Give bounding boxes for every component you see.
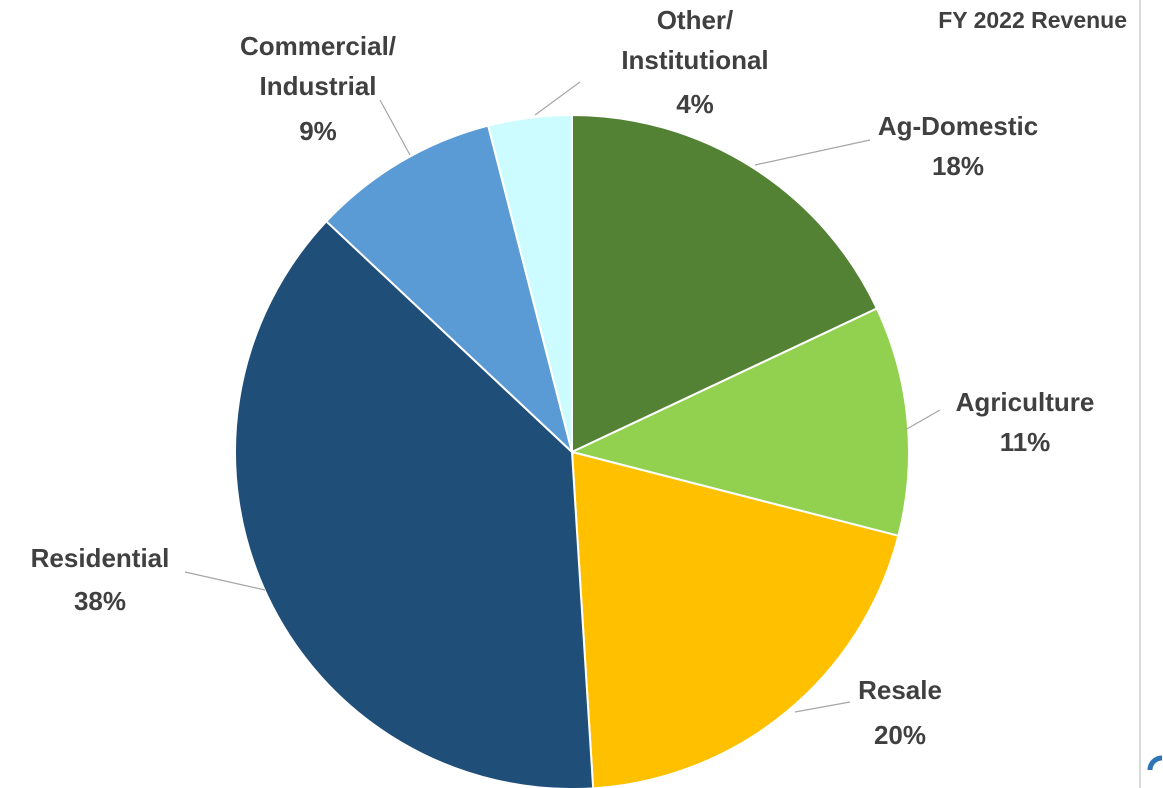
- chart-title: FY 2022 Revenue: [938, 7, 1127, 33]
- value-label: 4%: [676, 89, 714, 119]
- pie-slice: [570, 450, 900, 788]
- value-label: 20%: [874, 720, 926, 750]
- logo-fragment: [1147, 755, 1163, 771]
- leader-line: [534, 81, 581, 116]
- pie-slice: [324, 124, 574, 456]
- pie-slice: [571, 113, 879, 454]
- slice-label: Residential: [31, 543, 170, 573]
- pie-slice: [486, 113, 573, 453]
- pie-slice: [234, 219, 595, 788]
- value-label: 18%: [932, 151, 984, 181]
- leader-line: [794, 701, 851, 713]
- slice-label: Agriculture: [956, 387, 1095, 417]
- pie-slice: [569, 307, 910, 538]
- value-label: 9%: [299, 116, 337, 146]
- value-label: 11%: [1000, 427, 1051, 457]
- slice-label: Ag-Domestic: [878, 111, 1038, 141]
- value-label: 38%: [74, 586, 126, 616]
- leader-line: [904, 409, 941, 431]
- leader-line: [754, 139, 871, 166]
- slice-label: Other/Institutional: [621, 5, 768, 75]
- leader-line: [184, 571, 266, 591]
- leader-line: [379, 99, 411, 156]
- slice-label: Commercial/Industrial: [240, 31, 396, 101]
- slice-label: Resale: [858, 675, 942, 705]
